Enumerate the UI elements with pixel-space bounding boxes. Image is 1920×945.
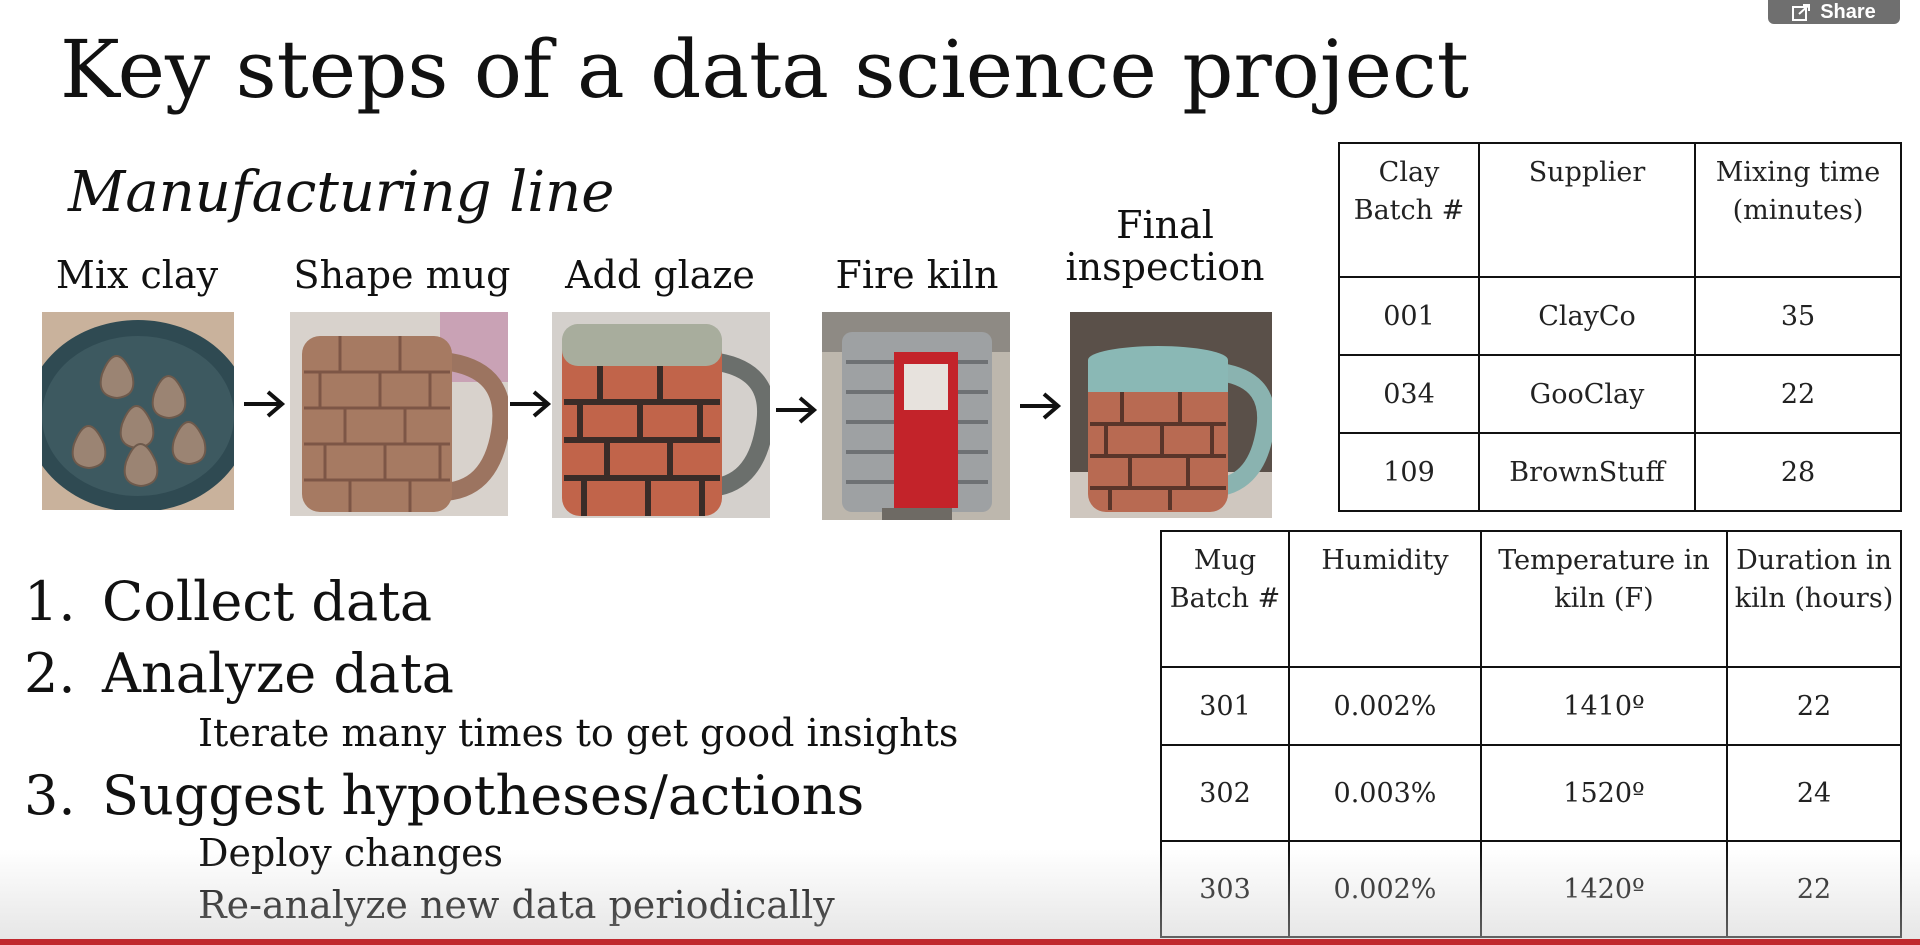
video-progress-bar[interactable] xyxy=(0,939,1920,945)
share-icon xyxy=(1792,4,1811,21)
list-subitem-reanalyze: Re-analyze new data periodically xyxy=(198,883,835,927)
shape-mug-photo xyxy=(290,312,508,516)
list-number: 1. xyxy=(24,570,76,633)
table-header-cell: Duration in kiln (hours) xyxy=(1726,530,1902,668)
list-text: Collect data xyxy=(102,570,433,633)
mix-clay-photo xyxy=(42,312,234,510)
table-cell: 301 xyxy=(1160,666,1290,746)
table-cell: BrownStuff xyxy=(1478,432,1696,512)
step-label-mix-clay: Mix clay xyxy=(55,253,219,297)
table-cell: 303 xyxy=(1160,840,1290,938)
table-header-cell: Mug Batch # xyxy=(1160,530,1290,668)
table-cell: 109 xyxy=(1338,432,1480,512)
table-cell: 35 xyxy=(1694,276,1902,356)
table-cell: 28 xyxy=(1694,432,1902,512)
step-label-add-glaze: Add glaze xyxy=(565,253,755,297)
list-item-suggest: 3. Suggest hypotheses/actions xyxy=(24,764,864,828)
fire-kiln-photo xyxy=(822,312,1010,520)
step-label-final-inspection: Final inspection xyxy=(1065,203,1265,289)
list-item-collect: 1. Collect data xyxy=(24,570,432,634)
table-cell: 0.002% xyxy=(1288,666,1482,746)
list-number: 2. xyxy=(24,642,76,705)
table-cell: 302 xyxy=(1160,744,1290,842)
table-header-cell: Temperature in kiln (F) xyxy=(1480,530,1728,668)
table-cell: 22 xyxy=(1694,354,1902,434)
table-header-row: Mug Batch # Humidity Temperature in kiln… xyxy=(1160,530,1902,668)
slide-title: Key steps of a data science project xyxy=(60,23,1469,116)
table-cell: 001 xyxy=(1338,276,1480,356)
step-label-shape-mug: Shape mug xyxy=(293,253,511,297)
table-header-cell: Humidity xyxy=(1288,530,1482,668)
table-cell: 1420º xyxy=(1480,840,1728,938)
table-cell: 034 xyxy=(1338,354,1480,434)
arrow-right-icon xyxy=(510,390,552,418)
table-row: 302 0.003% 1520º 24 xyxy=(1160,744,1902,842)
table-cell: 22 xyxy=(1726,666,1902,746)
table-cell: GooClay xyxy=(1478,354,1696,434)
table-row: 303 0.002% 1420º 22 xyxy=(1160,840,1902,938)
arrow-right-icon xyxy=(244,390,286,418)
final-inspection-photo xyxy=(1070,312,1272,518)
table-cell: 22 xyxy=(1726,840,1902,938)
table-row: 301 0.002% 1410º 22 xyxy=(1160,666,1902,746)
share-button[interactable]: Share xyxy=(1768,0,1900,24)
table-cell: 24 xyxy=(1726,744,1902,842)
list-text: Suggest hypotheses/actions xyxy=(102,764,865,827)
step-label-fire-kiln: Fire kiln xyxy=(835,253,999,297)
list-number: 3. xyxy=(24,764,76,827)
table-row: 034 GooClay 22 xyxy=(1338,354,1902,434)
list-subitem-deploy: Deploy changes xyxy=(198,831,504,875)
table-cell: 1520º xyxy=(1480,744,1728,842)
table-row: 001 ClayCo 35 xyxy=(1338,276,1902,356)
table-cell: ClayCo xyxy=(1478,276,1696,356)
list-item-analyze: 2. Analyze data xyxy=(24,642,454,706)
add-glaze-photo xyxy=(552,312,770,518)
mug-batch-table: Mug Batch # Humidity Temperature in kiln… xyxy=(1160,530,1902,938)
table-header-cell: Supplier xyxy=(1478,142,1696,278)
arrow-right-icon xyxy=(1020,392,1062,420)
table-cell: 1410º xyxy=(1480,666,1728,746)
clay-batch-table: Clay Batch # Supplier Mixing time (minut… xyxy=(1338,142,1902,512)
list-text: Analyze data xyxy=(102,642,454,705)
arrow-right-icon xyxy=(776,396,818,424)
table-cell: 0.002% xyxy=(1288,840,1482,938)
slide-subtitle: Manufacturing line xyxy=(68,160,615,225)
table-header-cell: Mixing time (minutes) xyxy=(1694,142,1902,278)
table-header-row: Clay Batch # Supplier Mixing time (minut… xyxy=(1338,142,1902,278)
table-header-cell: Clay Batch # xyxy=(1338,142,1480,278)
table-cell: 0.003% xyxy=(1288,744,1482,842)
list-subitem-iterate: Iterate many times to get good insights xyxy=(198,711,959,755)
table-row: 109 BrownStuff 28 xyxy=(1338,432,1902,512)
share-label: Share xyxy=(1820,0,1876,23)
